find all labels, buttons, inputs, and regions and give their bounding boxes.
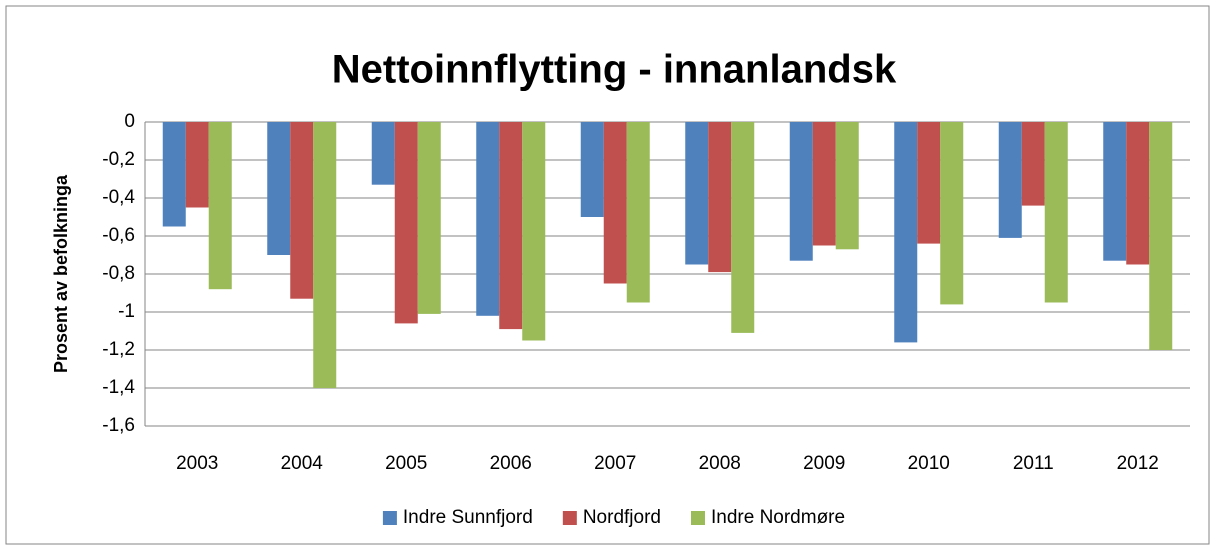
bar	[290, 122, 314, 299]
bar	[603, 122, 627, 284]
x-tick-label: 2012	[1117, 453, 1159, 474]
y-tick-label: -0,4	[102, 187, 135, 208]
legend-swatch	[562, 511, 577, 525]
y-axis-label: Prosent av befolkninga	[51, 174, 71, 373]
bar	[998, 122, 1022, 238]
bar	[580, 122, 604, 217]
bar	[522, 122, 546, 341]
bar	[626, 122, 650, 303]
y-tick-label: -0,8	[102, 263, 135, 284]
y-tick-label: -1,6	[102, 415, 135, 436]
bar	[185, 122, 209, 208]
y-tick-label: -1	[118, 301, 135, 322]
bar	[313, 122, 337, 388]
legend-label: Nordfjord	[583, 507, 661, 528]
bar	[685, 122, 709, 265]
bar	[835, 122, 859, 250]
bar	[371, 122, 395, 185]
x-tick-label: 2006	[490, 453, 532, 474]
x-tick-label: 2009	[803, 453, 845, 474]
bar	[417, 122, 441, 314]
legend-swatch	[690, 511, 705, 525]
bar	[789, 122, 813, 261]
y-tick-label: -1,4	[102, 377, 135, 398]
y-tick-label: -1,2	[102, 339, 135, 360]
x-tick-label: 2011	[1013, 453, 1054, 474]
legend-label: Indre Nordmøre	[711, 507, 845, 528]
bar	[917, 122, 941, 244]
bar	[1044, 122, 1068, 303]
x-tick-label: 2007	[594, 453, 636, 474]
bar	[162, 122, 186, 227]
bar	[894, 122, 918, 343]
y-tick-label: -0,2	[102, 149, 135, 170]
chart-title: Nettoinnflytting - innanlandsk	[332, 48, 897, 92]
x-tick-label: 2003	[176, 453, 218, 474]
bar	[476, 122, 500, 316]
y-tick-label: -0,6	[102, 225, 135, 246]
legend-label: Indre Sunnfjord	[403, 507, 533, 528]
bar	[267, 122, 291, 255]
bar	[940, 122, 964, 305]
bar	[208, 122, 232, 290]
y-tick-label: 0	[124, 111, 135, 132]
x-tick-label: 2008	[699, 453, 741, 474]
bar	[499, 122, 523, 330]
bar	[1149, 122, 1173, 350]
bar	[812, 122, 836, 246]
bar	[731, 122, 755, 333]
bar	[1126, 122, 1150, 265]
bar	[1103, 122, 1127, 261]
bar	[1021, 122, 1045, 206]
bar	[394, 122, 418, 324]
bar	[708, 122, 732, 273]
x-tick-label: 2010	[908, 453, 950, 474]
x-tick-label: 2004	[281, 453, 324, 474]
x-tick-label: 2005	[385, 453, 427, 474]
legend-swatch	[382, 511, 397, 525]
